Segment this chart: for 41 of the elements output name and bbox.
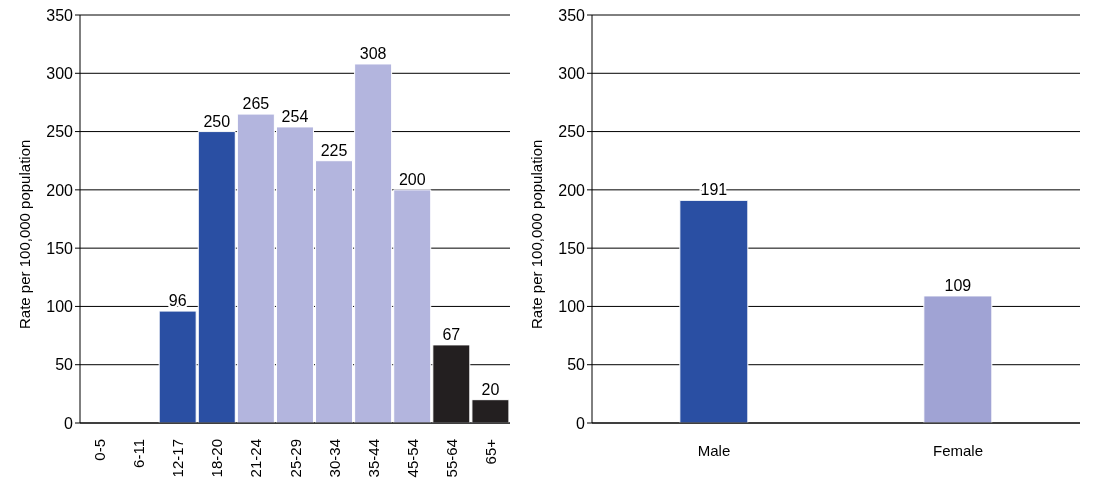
y-tick-label: 100 <box>46 298 74 316</box>
y-tick-label: 350 <box>46 6 74 24</box>
data-label: 20 <box>481 380 500 398</box>
x-tick-label: 30-34 <box>325 439 343 478</box>
y-tick-label: 100 <box>558 298 586 316</box>
y-tick-label: 150 <box>558 239 586 257</box>
x-tick-label: 35-44 <box>364 439 382 478</box>
x-tick-label: 18-20 <box>208 439 226 478</box>
y-tick-label: 250 <box>46 123 74 141</box>
y-tick-label: 50 <box>55 356 74 374</box>
y-tick-label: 150 <box>46 239 74 257</box>
x-tick-label: 45-54 <box>403 439 421 478</box>
y-tick-label: 200 <box>46 181 74 199</box>
y-tick-label: 250 <box>558 123 586 141</box>
x-tick-label: Male <box>697 441 731 459</box>
data-label: 67 <box>442 325 461 343</box>
data-label: 96 <box>168 292 187 310</box>
y-axis-title: Rate per 100,000 population <box>16 139 34 329</box>
data-label: 265 <box>242 95 270 113</box>
data-label: 225 <box>320 141 348 159</box>
y-tick-label: 300 <box>46 64 74 82</box>
data-label: 250 <box>203 112 231 130</box>
y-tick-label: 200 <box>558 181 586 199</box>
y-tick-label: 50 <box>567 356 586 374</box>
x-tick-label: 21-24 <box>247 439 265 478</box>
x-tick-label: 12-17 <box>169 439 187 478</box>
x-tick-label: 0-5 <box>91 439 109 461</box>
y-tick-label: 350 <box>558 6 586 24</box>
x-tick-label: 65+ <box>481 438 499 465</box>
x-tick-label: 25-29 <box>286 439 304 478</box>
y-axis-title: Rate per 100,000 population <box>528 139 546 329</box>
x-tick-label: 55-64 <box>442 439 460 478</box>
data-label: 109 <box>944 276 972 294</box>
x-tick-label: 6-11 <box>130 439 148 468</box>
y-tick-label: 0 <box>576 414 586 432</box>
y-tick-label: 0 <box>64 414 74 432</box>
data-label: 308 <box>359 44 387 62</box>
data-label: 254 <box>281 107 309 125</box>
data-label: 200 <box>398 170 426 188</box>
x-tick-label: Female <box>932 441 984 459</box>
y-tick-label: 300 <box>558 64 586 82</box>
